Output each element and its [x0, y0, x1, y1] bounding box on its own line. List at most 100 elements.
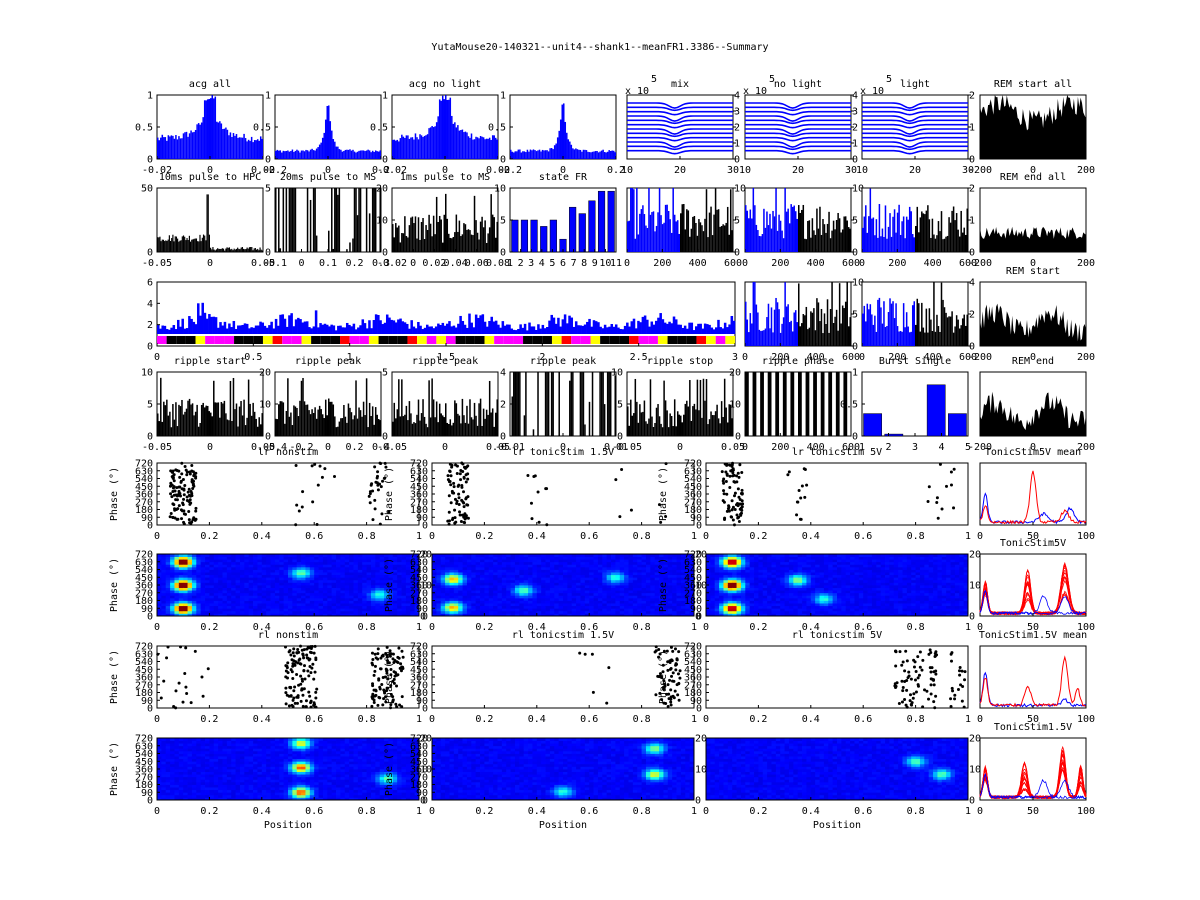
- ripple-start-bar: [258, 417, 260, 436]
- heatmap-lr-nonstim-heat-cell: [388, 572, 394, 576]
- heatmap-lr-nonstim-heat-cell: [183, 577, 188, 581]
- fr-time-2-bar: [766, 211, 768, 252]
- heatmap-lr-tonicstim-1-5v-heat-cell: [536, 610, 542, 614]
- heatmap-lr-nonstim-heat-cell: [318, 592, 324, 596]
- heatmap-lr-tonicstim-1-5v-heat-cell: [440, 585, 446, 588]
- fr-time-4-bar: [757, 312, 759, 346]
- heatmap-lr-nonstim-heat-cell: [266, 605, 271, 609]
- fr-time-1-bar: [722, 224, 724, 252]
- heatmap-lr-tonicstim-1-5v-heat-cell: [528, 579, 533, 583]
- heatmap-lr-tonicstim-1-5v-heat-cell: [440, 597, 446, 601]
- fr-session-bar: [677, 324, 680, 334]
- raster-lr-nonstim-spike-point: [297, 509, 301, 513]
- heatmap-lr-nonstim-heat-cell: [248, 597, 254, 601]
- acg-zoom-2-bar: [587, 151, 589, 159]
- heatmap-lr-nonstim-heat-cell: [170, 585, 175, 588]
- fr-time-1-bar: [633, 189, 635, 252]
- heatmap-lr-nonstim-heat-cell: [301, 592, 306, 596]
- heatmap-lr-tonicstim-1-5v-heat-cell: [558, 554, 564, 557]
- raster-lr-tonicstim-1-5v-ytick-label: 180: [410, 505, 428, 516]
- raster-lr-tonicstim-5v-spike-point: [795, 513, 799, 517]
- heatmap-lr-nonstim-heat-cell: [292, 600, 298, 604]
- acg-all-bar: [216, 121, 218, 159]
- fr-session-state-stripe: [320, 336, 331, 344]
- heatmap-lr-nonstim-heat-cell: [200, 613, 206, 617]
- fr-time-3-bar: [892, 216, 894, 252]
- raster-lr-tonicstim-5v-spike-point: [940, 507, 944, 511]
- heatmap-lr-tonicstim-1-5v-heat-cell: [563, 577, 568, 581]
- waveform-mix-xtick-label: 20: [674, 165, 686, 176]
- heatmap-lr-tonicstim-1-5v-heat-cell: [580, 561, 586, 565]
- pulse-20ms-ms-bar: [290, 188, 292, 252]
- heatmap-lr-nonstim-heat-cell: [170, 577, 175, 581]
- heatmap-lr-tonicstim-1-5v-heat-cell: [445, 554, 450, 557]
- fr-time-4-bar: [796, 322, 798, 346]
- heatmap-lr-nonstim-heat-cell: [174, 603, 180, 607]
- heatmap-lr-nonstim-heat-cell: [244, 585, 250, 588]
- heatmap-lr-tonicstim-1-5v-heat-cell: [558, 603, 564, 607]
- heatmap-lr-nonstim-heat-cell: [349, 585, 354, 588]
- pulse-10ms-hpc-bar: [224, 250, 226, 252]
- heatmap-lr-nonstim-heat-cell: [401, 585, 407, 588]
- ripple-start-bar: [187, 400, 189, 436]
- raster-lr-tonicstim-1-5v-spike-point: [537, 520, 541, 524]
- fr-time-3-bar: [863, 216, 866, 252]
- heatmap-lr-nonstim-heat-cell: [174, 554, 180, 557]
- heatmap-lr-nonstim-heat-cell: [362, 592, 367, 596]
- heatmap-lr-tonicstim-1-5v-heat-cell: [440, 582, 446, 586]
- heatmap-lr-nonstim-heat-cell: [305, 566, 311, 570]
- fr-session-bar: [572, 326, 576, 334]
- fr-session-bar: [410, 320, 413, 334]
- fr-time-2-bar: [835, 219, 838, 252]
- heatmap-lr-tonicstim-1-5v-heat-cell: [488, 600, 494, 604]
- heatmap-lr-nonstim-heat-cell: [218, 572, 223, 576]
- heatmap-lr-tonicstim-1-5v-heat-cell: [554, 608, 560, 612]
- heatmap-lr-nonstim-heat-cell: [235, 556, 241, 560]
- fr-time-2-bar: [773, 216, 776, 252]
- heatmap-lr-tonicstim-1-5v-heat-cell: [475, 556, 481, 560]
- pulse-10ms-hpc-bar: [172, 234, 174, 252]
- heatmap-lr-tonicstim-1-5v-heat-cell: [541, 605, 546, 609]
- fr-time-5-bar: [933, 282, 935, 346]
- heatmap-lr-tonicstim-1-5v-heat-cell: [484, 603, 490, 607]
- fr-time-4-bar: [822, 333, 824, 346]
- heatmap-lr-nonstim-heat-cell: [222, 574, 228, 578]
- fr-time-2-bar: [749, 209, 752, 252]
- fr-session-bar: [243, 323, 247, 334]
- fr-session-bar: [188, 316, 191, 334]
- fr-session-bar: [252, 327, 256, 334]
- raster-lr-tonicstim-5v-spike-point: [735, 513, 739, 517]
- fr-session-bar: [543, 328, 547, 334]
- raster-lr-nonstim-spike-point: [188, 470, 192, 474]
- heatmap-lr-nonstim-heat-cell: [401, 587, 407, 591]
- fr-session-bar: [568, 315, 571, 334]
- heatmap-lr-tonicstim-1-5v-heat-cell: [541, 574, 546, 578]
- raster-lr-nonstim-spike-point: [194, 475, 198, 479]
- heatmap-lr-nonstim-heat-cell: [226, 561, 232, 565]
- heatmap-lr-nonstim-heat-cell: [239, 600, 245, 604]
- heatmap-lr-tonicstim-1-5v-heat-cell: [541, 554, 546, 557]
- heatmap-lr-nonstim-heat-cell: [292, 587, 298, 591]
- heatmap-lr-nonstim-xtick-label: 0.4: [253, 622, 271, 633]
- heatmap-lr-tonicstim-1-5v-heat-cell: [510, 595, 516, 599]
- heatmap-lr-tonicstim-1-5v-heat-cell: [445, 592, 450, 596]
- heatmap-lr-nonstim-heat-cell: [235, 595, 241, 599]
- heatmap-lr-tonicstim-1-5v-heat-cell: [453, 610, 459, 614]
- heatmap-lr-nonstim-heat-cell: [187, 597, 193, 601]
- heatmap-lr-tonicstim-1-5v-heat-cell: [554, 572, 560, 576]
- pulse-20ms-ms-xtick-label: 0.2: [345, 258, 363, 269]
- ripple-stop-bar: [692, 406, 694, 436]
- acg-no-light-bar: [417, 139, 420, 159]
- heatmap-lr-tonicstim-1-5v-heat-cell: [475, 595, 481, 599]
- heatmap-lr-nonstim-heat-cell: [379, 569, 385, 573]
- waveform-light-xtick-label: 10: [856, 165, 868, 176]
- heatmap-lr-tonicstim-1-5v-heat-cell: [449, 577, 455, 581]
- fr-time-1-bar: [695, 223, 697, 252]
- raster-lr-tonicstim-5v-ytick-label: 90: [690, 513, 702, 524]
- heatmap-lr-nonstim-heat-cell: [305, 597, 311, 601]
- heatmap-lr-nonstim-heat-cell: [183, 603, 188, 607]
- heatmap-lr-nonstim-heat-cell: [370, 590, 376, 594]
- heatmap-lr-nonstim-heat-cell: [261, 600, 267, 604]
- heatmap-lr-nonstim-heat-cell: [327, 608, 333, 612]
